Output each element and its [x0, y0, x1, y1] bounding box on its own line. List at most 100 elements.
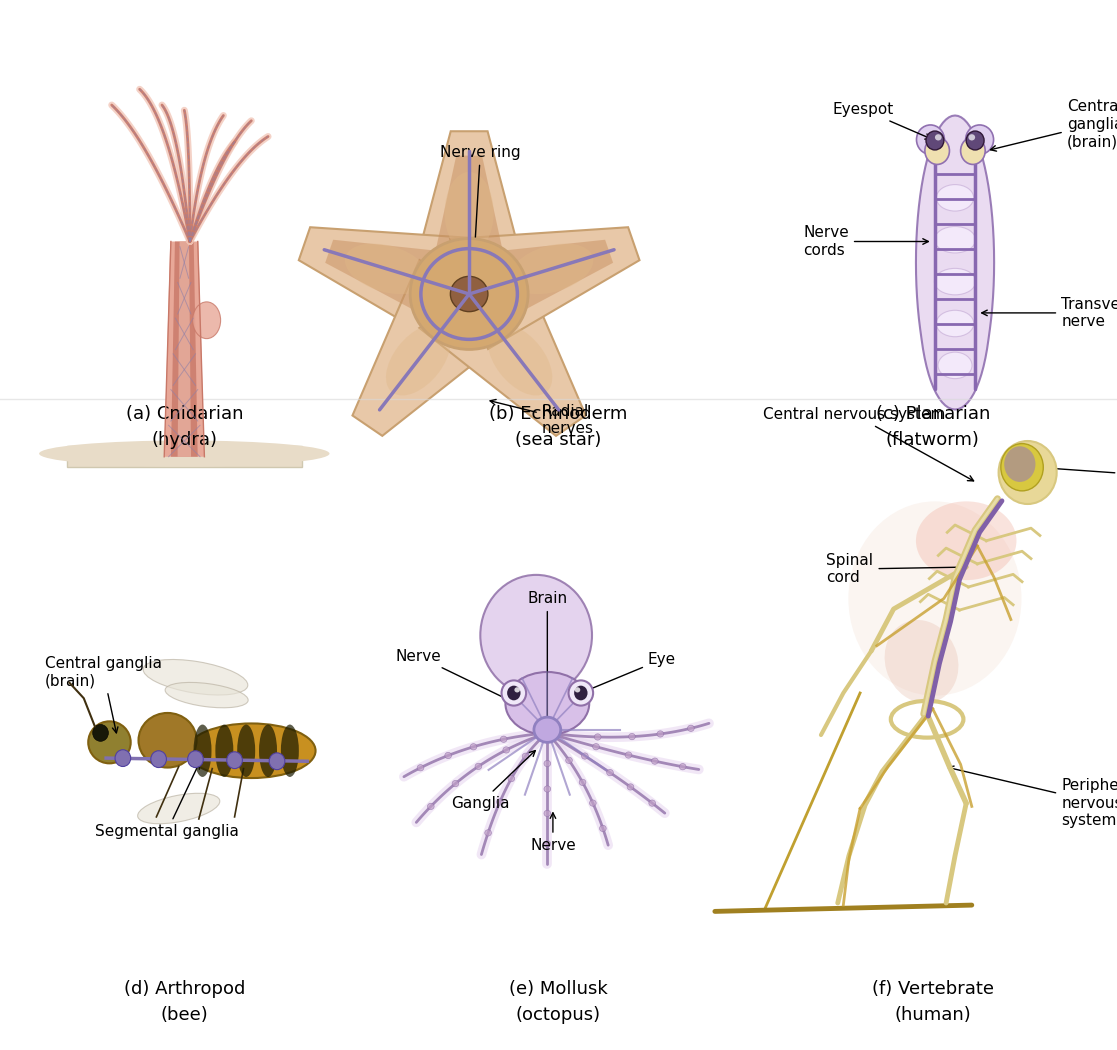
Text: (b) Echinoderm: (b) Echinoderm: [489, 404, 628, 423]
Ellipse shape: [445, 172, 494, 253]
Ellipse shape: [475, 763, 481, 770]
Ellipse shape: [188, 751, 203, 768]
Text: (e) Mollusk: (e) Mollusk: [509, 980, 608, 999]
Ellipse shape: [594, 734, 601, 740]
Ellipse shape: [544, 811, 551, 817]
Polygon shape: [178, 242, 191, 457]
Ellipse shape: [216, 724, 233, 777]
Ellipse shape: [137, 793, 220, 824]
Text: Transverse
nerve: Transverse nerve: [982, 297, 1117, 329]
Polygon shape: [450, 227, 640, 349]
Ellipse shape: [143, 659, 248, 695]
Text: (hydra): (hydra): [151, 430, 218, 449]
Ellipse shape: [935, 134, 942, 141]
Ellipse shape: [227, 752, 242, 769]
Ellipse shape: [580, 779, 586, 785]
Text: (bee): (bee): [161, 1006, 208, 1025]
Ellipse shape: [237, 724, 255, 777]
Ellipse shape: [925, 138, 949, 165]
Ellipse shape: [651, 758, 658, 764]
Ellipse shape: [936, 185, 974, 211]
Ellipse shape: [88, 721, 131, 763]
Polygon shape: [420, 260, 585, 436]
Ellipse shape: [502, 680, 526, 706]
Polygon shape: [171, 242, 198, 457]
Ellipse shape: [445, 753, 451, 759]
Text: Central nervous system: Central nervous system: [763, 407, 974, 481]
Ellipse shape: [569, 680, 593, 706]
Text: (c) Planarian: (c) Planarian: [876, 404, 990, 423]
Polygon shape: [164, 242, 204, 457]
Polygon shape: [67, 446, 302, 467]
Ellipse shape: [574, 686, 588, 700]
Ellipse shape: [544, 841, 551, 847]
Ellipse shape: [480, 575, 592, 695]
Ellipse shape: [508, 776, 515, 782]
Ellipse shape: [39, 441, 330, 466]
Text: Nerve ring: Nerve ring: [440, 145, 521, 245]
Ellipse shape: [507, 686, 521, 700]
Ellipse shape: [935, 227, 975, 253]
Text: Segmental ganglia: Segmental ganglia: [95, 763, 239, 839]
Ellipse shape: [115, 750, 131, 766]
Text: Nerve
cords: Nerve cords: [803, 226, 928, 257]
Ellipse shape: [966, 131, 984, 150]
Ellipse shape: [188, 723, 316, 778]
Ellipse shape: [345, 244, 429, 294]
Ellipse shape: [600, 825, 607, 832]
Ellipse shape: [269, 753, 285, 770]
Text: (octopus): (octopus): [516, 1006, 601, 1025]
Text: Central ganglia
(brain): Central ganglia (brain): [45, 656, 162, 733]
Text: Central
ganglia
(brain): Central ganglia (brain): [991, 100, 1117, 151]
Polygon shape: [298, 227, 488, 349]
Ellipse shape: [259, 724, 277, 777]
Ellipse shape: [916, 502, 1016, 580]
Polygon shape: [427, 155, 512, 294]
Text: Nerve: Nerve: [531, 813, 575, 853]
Polygon shape: [353, 260, 518, 436]
Ellipse shape: [688, 726, 695, 732]
Ellipse shape: [193, 302, 221, 338]
Ellipse shape: [93, 724, 108, 741]
Ellipse shape: [488, 324, 552, 396]
Ellipse shape: [165, 682, 248, 708]
Ellipse shape: [565, 757, 572, 763]
Text: Radial
nerves: Radial nerves: [490, 399, 594, 436]
Ellipse shape: [1001, 443, 1043, 491]
Text: Peripheral
nervous
system: Peripheral nervous system: [948, 766, 1117, 828]
Ellipse shape: [593, 743, 600, 750]
Polygon shape: [408, 131, 531, 294]
Ellipse shape: [935, 269, 975, 295]
Ellipse shape: [485, 830, 491, 836]
Ellipse shape: [679, 763, 686, 770]
Ellipse shape: [503, 747, 509, 753]
Ellipse shape: [386, 324, 450, 396]
Ellipse shape: [999, 441, 1057, 504]
Ellipse shape: [544, 785, 551, 792]
Text: Spinal
cord: Spinal cord: [827, 553, 967, 585]
Text: (flatworm): (flatworm): [886, 430, 980, 449]
Ellipse shape: [582, 753, 589, 759]
Ellipse shape: [470, 743, 477, 750]
Text: Nerve: Nerve: [395, 649, 513, 701]
Ellipse shape: [522, 753, 528, 759]
Ellipse shape: [965, 125, 994, 154]
Text: Brain: Brain: [1040, 465, 1117, 482]
Polygon shape: [916, 116, 994, 410]
Ellipse shape: [938, 352, 972, 379]
Ellipse shape: [926, 131, 944, 150]
Ellipse shape: [151, 751, 166, 768]
Ellipse shape: [280, 724, 299, 777]
Ellipse shape: [629, 734, 636, 740]
Ellipse shape: [574, 688, 581, 693]
Ellipse shape: [452, 780, 459, 786]
Ellipse shape: [193, 724, 211, 777]
Polygon shape: [325, 239, 483, 333]
Text: Brain: Brain: [527, 591, 567, 726]
Ellipse shape: [544, 760, 551, 766]
Ellipse shape: [450, 276, 488, 312]
Ellipse shape: [514, 688, 519, 693]
Ellipse shape: [1004, 446, 1035, 482]
Ellipse shape: [885, 620, 958, 704]
Ellipse shape: [428, 803, 435, 810]
